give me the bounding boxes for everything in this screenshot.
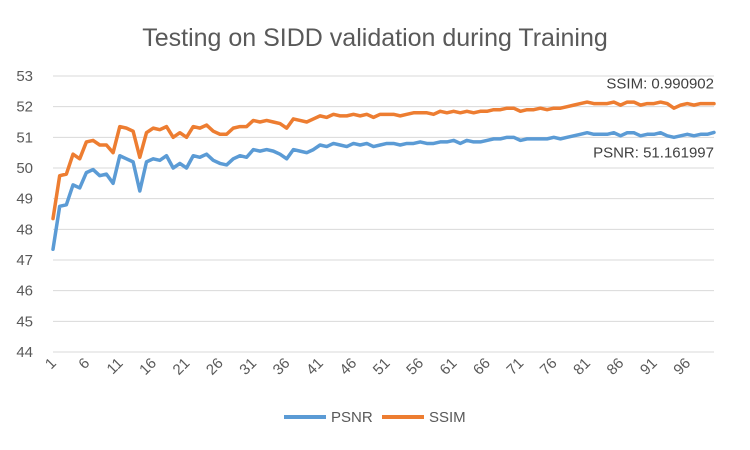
x-tick-label: 61 bbox=[437, 355, 461, 379]
x-tick-label: 56 bbox=[403, 355, 427, 379]
x-tick-label: 41 bbox=[303, 355, 327, 379]
x-tick-label: 81 bbox=[570, 355, 594, 379]
psnr-series-line bbox=[51, 130, 716, 252]
grid-lines bbox=[53, 75, 714, 353]
legend-psnr-label: PSNR bbox=[331, 409, 373, 426]
y-tick-label: 50 bbox=[16, 160, 33, 177]
series-lines bbox=[51, 100, 716, 252]
y-tick-label: 53 bbox=[16, 68, 33, 85]
x-tick-label: 46 bbox=[336, 355, 360, 379]
x-tick-label: 36 bbox=[270, 355, 294, 379]
x-tick-label: 16 bbox=[136, 355, 160, 379]
x-tick-label: 6 bbox=[75, 355, 93, 373]
x-tick-label: 66 bbox=[470, 355, 494, 379]
y-tick-label: 44 bbox=[16, 344, 33, 361]
x-tick-label: 71 bbox=[503, 355, 527, 379]
x-tick-label: 21 bbox=[170, 355, 194, 379]
ssim-series-line bbox=[51, 100, 716, 221]
x-tick-label: 51 bbox=[370, 355, 394, 379]
legend-item-psnr[interactable]: PSNR bbox=[284, 409, 373, 426]
y-tick-label: 46 bbox=[16, 283, 33, 300]
annotations: SSIM: 0.990902 PSNR: 51.161997 bbox=[593, 76, 714, 162]
ssim-annotation: SSIM: 0.990902 bbox=[606, 76, 714, 93]
x-tick-label: 26 bbox=[203, 355, 227, 379]
x-tick-label: 96 bbox=[670, 355, 694, 379]
y-tick-label: 45 bbox=[16, 313, 33, 330]
y-tick-label: 48 bbox=[16, 221, 33, 238]
x-tick-label: 76 bbox=[537, 355, 561, 379]
y-tick-label: 49 bbox=[16, 191, 33, 208]
y-axis: 44 45 46 47 48 49 50 51 52 53 bbox=[16, 68, 33, 361]
x-tick-label: 1 bbox=[42, 355, 60, 373]
psnr-annotation: PSNR: 51.161997 bbox=[593, 144, 714, 161]
x-tick-label: 31 bbox=[236, 355, 260, 379]
x-tick-label: 11 bbox=[104, 355, 127, 378]
chart-title: Testing on SIDD validation during Traini… bbox=[142, 24, 608, 52]
x-tick-label: 91 bbox=[637, 355, 661, 379]
y-tick-label: 47 bbox=[16, 252, 33, 269]
x-tick-label: 86 bbox=[604, 355, 628, 379]
y-tick-label: 51 bbox=[16, 129, 33, 146]
y-tick-label: 52 bbox=[16, 99, 33, 116]
legend-item-ssim[interactable]: SSIM bbox=[382, 409, 466, 426]
legend-ssim-label: SSIM bbox=[429, 409, 466, 426]
legend: PSNR SSIM bbox=[284, 409, 466, 426]
x-axis: 1 6 11 16 21 26 31 36 41 46 51 56 61 66 71 76 81 86 91 96 bbox=[42, 355, 694, 379]
